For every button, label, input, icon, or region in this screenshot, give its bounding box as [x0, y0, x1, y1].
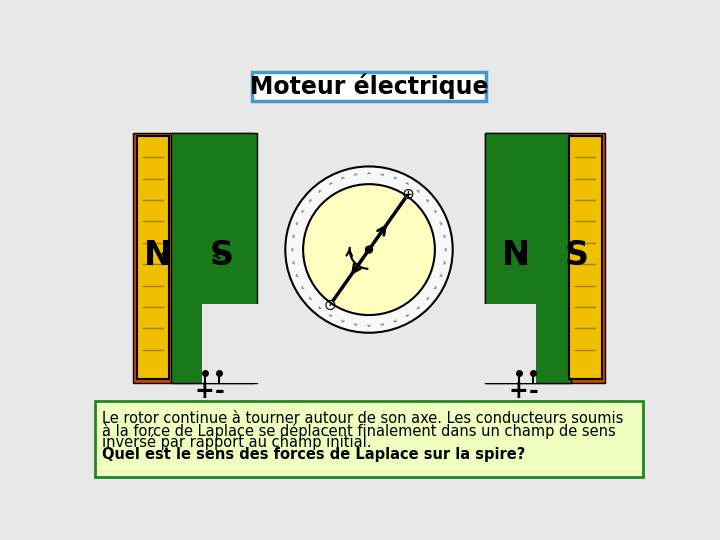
- Circle shape: [303, 184, 435, 315]
- Bar: [202, 303, 261, 383]
- Text: +: +: [195, 379, 215, 402]
- Text: Le rotor continue à tourner autour de son axe. Les conducteurs soumis: Le rotor continue à tourner autour de so…: [102, 411, 624, 426]
- Text: +: +: [509, 379, 528, 402]
- Bar: [569, 137, 601, 379]
- Text: N: N: [502, 239, 531, 272]
- Text: ⊕: ⊕: [402, 187, 415, 201]
- Circle shape: [366, 246, 372, 253]
- Bar: [137, 137, 169, 379]
- Bar: [132, 132, 253, 383]
- Bar: [171, 132, 256, 383]
- Circle shape: [285, 166, 453, 333]
- Text: ⊙: ⊙: [323, 298, 336, 313]
- Text: à la force de Laplace se déplacent finalement dans un champ de sens: à la force de Laplace se déplacent final…: [102, 423, 616, 439]
- Text: -: -: [215, 379, 225, 402]
- Text: Moteur électrique: Moteur électrique: [250, 73, 488, 99]
- Text: Quel est le sens des forces de Laplace sur la spire?: Quel est le sens des forces de Laplace s…: [102, 448, 526, 462]
- FancyBboxPatch shape: [96, 401, 642, 477]
- FancyBboxPatch shape: [252, 72, 486, 101]
- Text: -: -: [528, 379, 538, 402]
- Bar: [485, 132, 570, 383]
- Text: inversé par rapport au champ initial.: inversé par rapport au champ initial.: [102, 434, 372, 450]
- Bar: [477, 303, 536, 383]
- Text: N: N: [144, 239, 172, 272]
- Bar: [485, 132, 606, 383]
- Text: S: S: [564, 239, 589, 272]
- Text: S: S: [210, 239, 234, 272]
